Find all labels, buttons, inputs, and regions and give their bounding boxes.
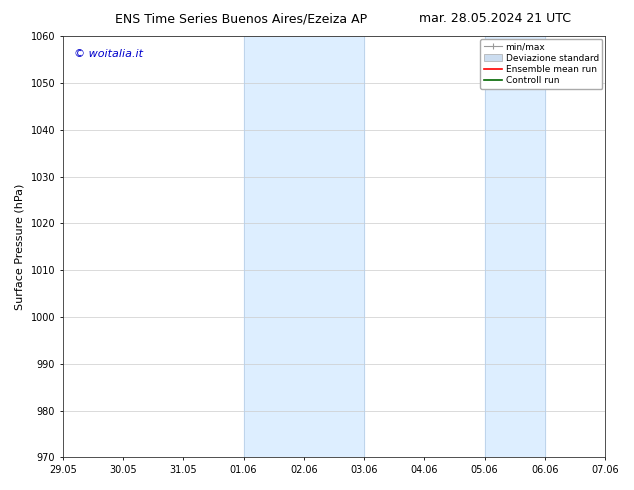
Y-axis label: Surface Pressure (hPa): Surface Pressure (hPa) bbox=[15, 184, 25, 310]
Bar bbox=[484, 36, 545, 457]
Legend: min/max, Deviazione standard, Ensemble mean run, Controll run: min/max, Deviazione standard, Ensemble m… bbox=[481, 39, 602, 89]
Bar bbox=[243, 36, 364, 457]
Text: © woitalia.it: © woitalia.it bbox=[74, 49, 143, 59]
Text: mar. 28.05.2024 21 UTC: mar. 28.05.2024 21 UTC bbox=[418, 12, 571, 25]
Text: ENS Time Series Buenos Aires/Ezeiza AP: ENS Time Series Buenos Aires/Ezeiza AP bbox=[115, 12, 367, 25]
